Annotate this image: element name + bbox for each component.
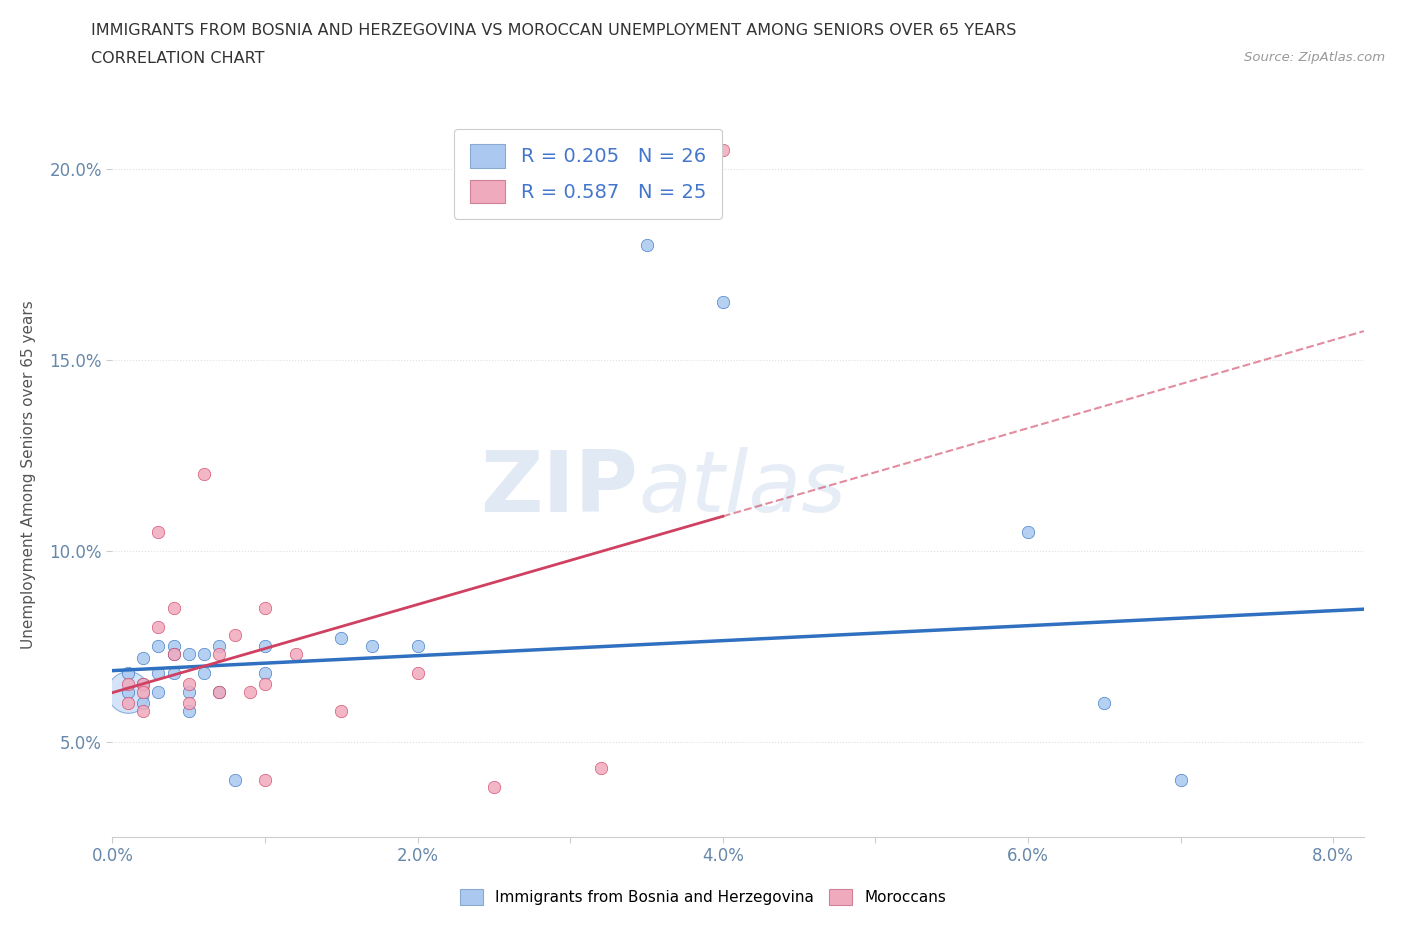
Point <box>132 696 155 711</box>
Point <box>117 677 139 692</box>
Point <box>1170 772 1192 787</box>
Point <box>162 601 184 616</box>
Legend: Immigrants from Bosnia and Herzegovina, Moroccans: Immigrants from Bosnia and Herzegovina, … <box>453 882 953 913</box>
Point <box>224 627 246 642</box>
Point <box>208 684 231 699</box>
Point <box>711 142 734 157</box>
Point <box>132 684 155 699</box>
Point <box>589 761 612 776</box>
Point <box>162 646 184 661</box>
Point <box>132 704 155 719</box>
Point <box>132 677 155 692</box>
Point <box>148 639 170 654</box>
Point <box>193 467 215 482</box>
Point <box>787 849 810 864</box>
Point <box>177 646 200 661</box>
Point <box>1017 525 1039 539</box>
Point <box>117 684 139 699</box>
Point <box>132 677 155 692</box>
Point <box>636 238 658 253</box>
Point <box>162 665 184 680</box>
Point <box>224 772 246 787</box>
Point <box>208 646 231 661</box>
Point <box>254 639 277 654</box>
Point <box>177 696 200 711</box>
Point <box>148 665 170 680</box>
Point <box>711 295 734 310</box>
Point <box>254 665 277 680</box>
Point <box>148 525 170 539</box>
Point <box>406 639 429 654</box>
Point <box>117 696 139 711</box>
Point <box>132 650 155 665</box>
Point <box>148 684 170 699</box>
Point <box>254 601 277 616</box>
Point <box>177 684 200 699</box>
Text: Source: ZipAtlas.com: Source: ZipAtlas.com <box>1244 51 1385 64</box>
Point <box>148 619 170 634</box>
Point <box>330 631 353 646</box>
Point <box>560 849 582 864</box>
Text: CORRELATION CHART: CORRELATION CHART <box>91 51 264 66</box>
Point <box>162 639 184 654</box>
Point <box>193 646 215 661</box>
Point <box>162 646 184 661</box>
Point <box>284 646 307 661</box>
Point <box>254 677 277 692</box>
Point <box>117 665 139 680</box>
Point <box>208 639 231 654</box>
Legend: R = 0.205   N = 26, R = 0.587   N = 25: R = 0.205 N = 26, R = 0.587 N = 25 <box>454 128 721 219</box>
Point <box>193 665 215 680</box>
Point <box>330 704 353 719</box>
Point <box>117 684 139 699</box>
Point <box>177 704 200 719</box>
Point <box>239 684 262 699</box>
Text: IMMIGRANTS FROM BOSNIA AND HERZEGOVINA VS MOROCCAN UNEMPLOYMENT AMONG SENIORS OV: IMMIGRANTS FROM BOSNIA AND HERZEGOVINA V… <box>91 23 1017 38</box>
Y-axis label: Unemployment Among Seniors over 65 years: Unemployment Among Seniors over 65 years <box>21 300 35 649</box>
Point <box>208 684 231 699</box>
Point <box>254 772 277 787</box>
Point <box>361 639 384 654</box>
Text: ZIP: ZIP <box>481 447 638 530</box>
Point <box>1092 696 1115 711</box>
Text: atlas: atlas <box>638 447 846 530</box>
Point <box>482 780 505 795</box>
Point <box>177 677 200 692</box>
Point <box>406 665 429 680</box>
